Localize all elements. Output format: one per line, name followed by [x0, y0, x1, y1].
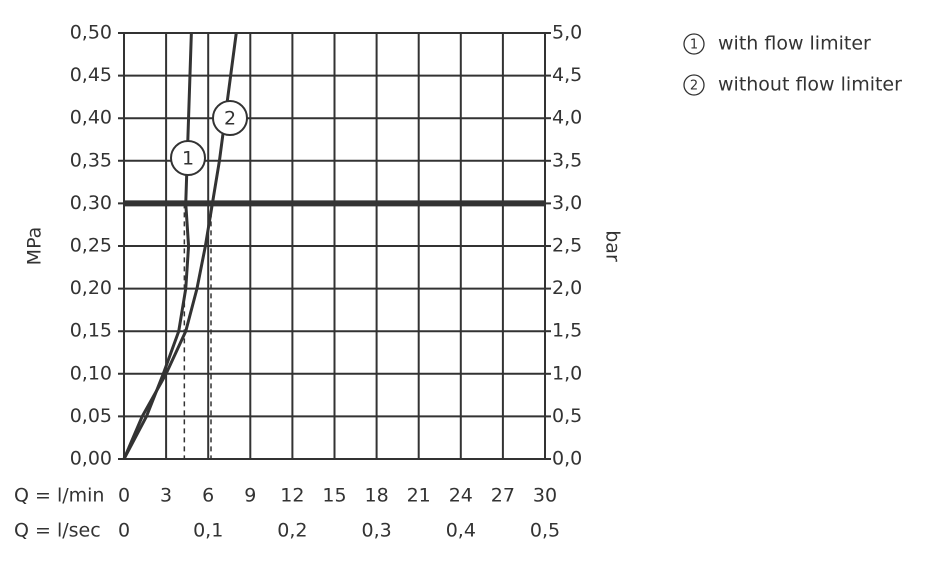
legend-label: without flow limiter	[718, 74, 902, 96]
curve-tag	[212, 100, 248, 136]
y-tick-label: 0,05	[70, 405, 112, 427]
y-axis-label: MPa	[24, 227, 46, 266]
y-tick-label: 0,15	[70, 320, 112, 342]
y-tick-label: 0,20	[70, 277, 112, 299]
y2-tick-label: 1,0	[552, 362, 582, 384]
y2-tick-label: 4,5	[552, 64, 582, 86]
x-tick-label: 9	[244, 485, 256, 507]
legend-label: with flow limiter	[718, 33, 871, 55]
y-tick-label: 0,40	[70, 107, 112, 129]
y2-tick-label: 2,5	[552, 235, 582, 257]
y-tick-label: 0,10	[70, 362, 112, 384]
x2-tick-label: 0,1	[193, 520, 223, 542]
x-tick-label: 30	[533, 485, 557, 507]
curve-tag-label: 2	[224, 108, 236, 130]
x-tick-label: 18	[365, 485, 389, 507]
y2-tick-label: 4,0	[552, 107, 582, 129]
curve-tag-label: 1	[182, 148, 194, 170]
x-tick-label: 3	[160, 485, 172, 507]
y2-tick-label: 5,0	[552, 22, 582, 44]
x2-tick-label: 0	[118, 520, 130, 542]
y2-axis-label: bar	[602, 230, 624, 262]
y-tick-label: 0,35	[70, 149, 112, 171]
x2-tick-label: 0,2	[277, 520, 307, 542]
x-tick-label: 0	[118, 485, 130, 507]
legend-marker-label: 1	[690, 38, 698, 53]
x-axis-label: Q = l/min	[14, 485, 104, 507]
y2-tick-label: 1,5	[552, 320, 582, 342]
legend-marker	[683, 33, 705, 55]
x-tick-label: 12	[280, 485, 304, 507]
y2-tick-label: 3,0	[552, 192, 582, 214]
y2-tick-label: 3,5	[552, 149, 582, 171]
legend-marker	[683, 74, 705, 96]
curve-tag	[170, 140, 206, 176]
legend-marker-label: 2	[690, 79, 698, 94]
x-tick-label: 27	[491, 485, 515, 507]
y2-tick-label: 0,0	[552, 448, 582, 470]
y2-tick-label: 2,0	[552, 277, 582, 299]
x-tick-label: 21	[407, 485, 431, 507]
x2-tick-label: 0,3	[361, 520, 391, 542]
y-tick-label: 0,30	[70, 192, 112, 214]
y2-tick-label: 0,5	[552, 405, 582, 427]
x2-tick-label: 0,5	[530, 520, 560, 542]
x-tick-label: 15	[322, 485, 346, 507]
x2-tick-label: 0,4	[446, 520, 476, 542]
x2-axis-label: Q = l/sec	[14, 520, 101, 542]
x-tick-label: 24	[449, 485, 473, 507]
y-tick-label: 0,45	[70, 64, 112, 86]
y-tick-label: 0,00	[70, 448, 112, 470]
y-tick-label: 0,50	[70, 22, 112, 44]
x-tick-label: 6	[202, 485, 214, 507]
y-tick-label: 0,25	[70, 235, 112, 257]
